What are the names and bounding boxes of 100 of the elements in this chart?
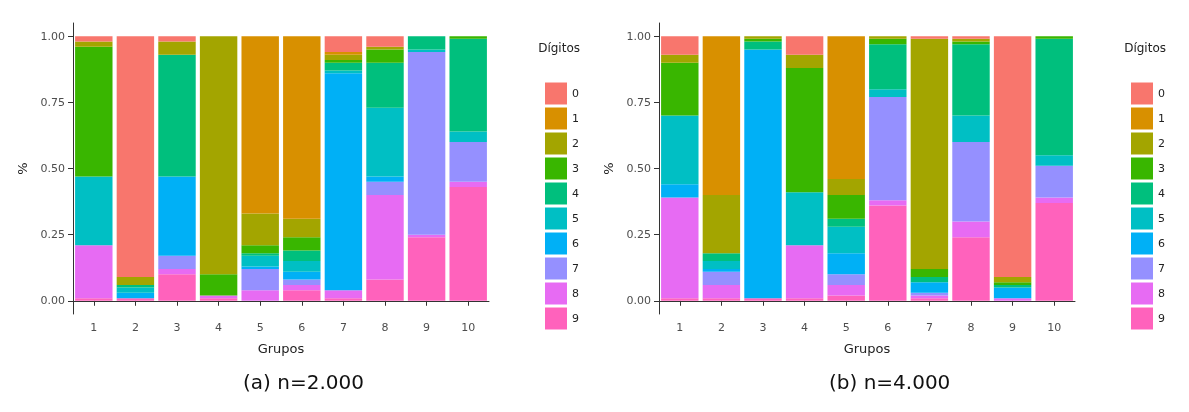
bar — [910, 282, 949, 293]
bar — [283, 250, 321, 262]
bar — [785, 192, 824, 246]
x-tick-label: 1 — [90, 321, 98, 334]
y-axis-title: % — [15, 162, 30, 175]
bar — [827, 226, 865, 254]
bar — [283, 237, 321, 251]
bar — [366, 279, 404, 301]
bar — [702, 194, 741, 254]
bar — [785, 36, 824, 55]
bar — [1035, 165, 1073, 198]
bar — [785, 54, 824, 68]
bar — [661, 54, 699, 63]
y-tick-label: 0.75 — [40, 95, 65, 109]
bar — [241, 269, 279, 291]
bar — [407, 52, 446, 235]
bar — [116, 292, 155, 299]
bar — [366, 181, 404, 195]
bar — [952, 44, 990, 116]
bar — [869, 97, 907, 201]
bar — [283, 261, 321, 272]
bar — [241, 245, 279, 254]
bar — [661, 298, 699, 301]
bar — [75, 46, 113, 177]
legend-label: 6 — [1158, 237, 1165, 250]
bar — [324, 62, 363, 71]
legend-label: 8 — [572, 287, 579, 300]
bar — [158, 36, 196, 42]
bar — [952, 115, 990, 143]
bar — [75, 245, 113, 299]
bar — [449, 131, 487, 143]
legend-label: 3 — [572, 162, 579, 175]
bar — [116, 287, 155, 293]
bar — [116, 284, 155, 288]
bar — [910, 36, 949, 39]
legend-label: 1 — [572, 112, 579, 125]
bar — [158, 176, 196, 256]
legend-label: 9 — [572, 312, 579, 325]
bar — [324, 60, 363, 63]
bar — [158, 269, 196, 275]
legend-title: Dígitos — [1124, 41, 1166, 55]
x-axis-title: Grupos — [257, 341, 305, 356]
x-tick-label: 4 — [801, 321, 809, 334]
bar — [993, 36, 1032, 277]
x-tick-label: 9 — [423, 321, 431, 334]
legend-label: 5 — [1158, 212, 1165, 225]
x-tick-label: 2 — [131, 321, 139, 334]
legend-label: 2 — [1158, 137, 1165, 150]
bar — [1035, 197, 1073, 203]
bar — [449, 36, 487, 39]
bar — [827, 194, 865, 219]
bar — [952, 221, 990, 238]
bar — [869, 44, 907, 90]
bar — [449, 142, 487, 182]
bar — [75, 41, 113, 47]
bar — [827, 253, 865, 275]
legend-label: 7 — [1158, 262, 1165, 275]
bar — [283, 279, 321, 285]
bar — [324, 73, 363, 291]
x-tick-label: 2 — [717, 321, 725, 334]
bar — [1035, 38, 1073, 156]
bar — [702, 298, 741, 301]
bar — [366, 194, 404, 280]
y-tick-label: 0.50 — [626, 162, 651, 175]
legend-title: Dígitos — [538, 41, 580, 55]
x-tick-label: 10 — [1047, 321, 1062, 334]
bar — [75, 36, 113, 42]
bar — [827, 295, 865, 301]
bar — [952, 142, 990, 222]
y-tick-label: 0.00 — [40, 294, 65, 308]
bar — [827, 284, 865, 296]
legend-label: 4 — [572, 187, 579, 200]
bar — [744, 49, 782, 299]
text: (b) n=4.000 — [829, 370, 951, 394]
x-tick-label: 5 — [256, 321, 264, 334]
bar — [241, 213, 279, 246]
bar — [869, 36, 907, 39]
legend-label: 7 — [572, 262, 579, 275]
text: (a) n=2.000 — [243, 370, 364, 394]
legend-label: 0 — [572, 87, 579, 100]
bar — [283, 36, 321, 219]
bar — [283, 271, 321, 280]
bar — [116, 36, 155, 277]
bar — [702, 269, 741, 272]
bar — [827, 274, 865, 285]
legend-label: 3 — [1158, 162, 1165, 175]
bar — [158, 41, 196, 55]
bar — [241, 255, 279, 267]
legend-label: 5 — [572, 212, 579, 225]
bar — [116, 276, 155, 285]
bar — [158, 54, 196, 177]
bar — [869, 205, 907, 301]
bar — [366, 62, 404, 108]
bar — [869, 200, 907, 206]
x-tick-label: 9 — [1009, 321, 1017, 334]
bar — [785, 298, 824, 301]
y-tick-label: 0.75 — [626, 95, 651, 109]
bar — [910, 269, 949, 277]
y-tick-label: 0.00 — [626, 294, 651, 308]
bar — [199, 274, 238, 296]
